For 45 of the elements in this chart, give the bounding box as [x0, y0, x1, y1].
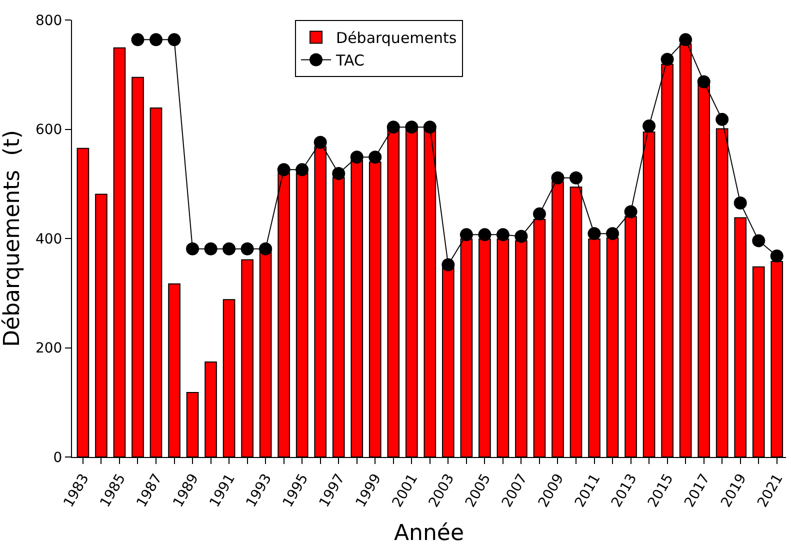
point — [606, 227, 620, 240]
y-tick-label: 800 — [35, 12, 62, 29]
point — [204, 242, 218, 256]
point — [186, 242, 200, 256]
point — [478, 228, 492, 242]
point — [314, 136, 327, 149]
point — [368, 150, 382, 164]
point — [460, 228, 473, 242]
point — [514, 230, 528, 243]
point — [405, 120, 418, 134]
point — [716, 112, 729, 126]
y-tick-label: 0 — [53, 450, 62, 466]
y-tick-label: 600 — [35, 122, 62, 138]
point — [752, 234, 766, 248]
point — [296, 163, 309, 176]
point — [277, 163, 290, 176]
legend-label: TAC — [335, 52, 365, 70]
point — [734, 196, 747, 210]
point — [386, 120, 400, 134]
point — [551, 171, 564, 184]
point — [332, 167, 346, 180]
point — [423, 120, 436, 134]
point — [442, 258, 455, 272]
point — [660, 52, 674, 66]
point — [350, 150, 364, 164]
point — [222, 242, 236, 256]
point — [259, 242, 272, 256]
point — [642, 119, 656, 132]
point — [697, 75, 710, 88]
point — [679, 33, 692, 46]
point — [168, 33, 181, 46]
legend-label: Débarquements — [336, 29, 457, 48]
point — [496, 228, 510, 242]
point — [624, 205, 638, 218]
point — [570, 171, 582, 184]
y-axis-title: Débarquements (t) — [0, 130, 25, 347]
point — [240, 242, 254, 256]
y-tick-label: 400 — [35, 231, 62, 248]
y-tick-label: 200 — [35, 340, 62, 357]
point — [770, 249, 784, 262]
point — [588, 227, 601, 240]
x-axis-title: Année — [394, 521, 464, 546]
point — [131, 33, 144, 46]
point — [150, 33, 162, 46]
point — [532, 207, 546, 220]
